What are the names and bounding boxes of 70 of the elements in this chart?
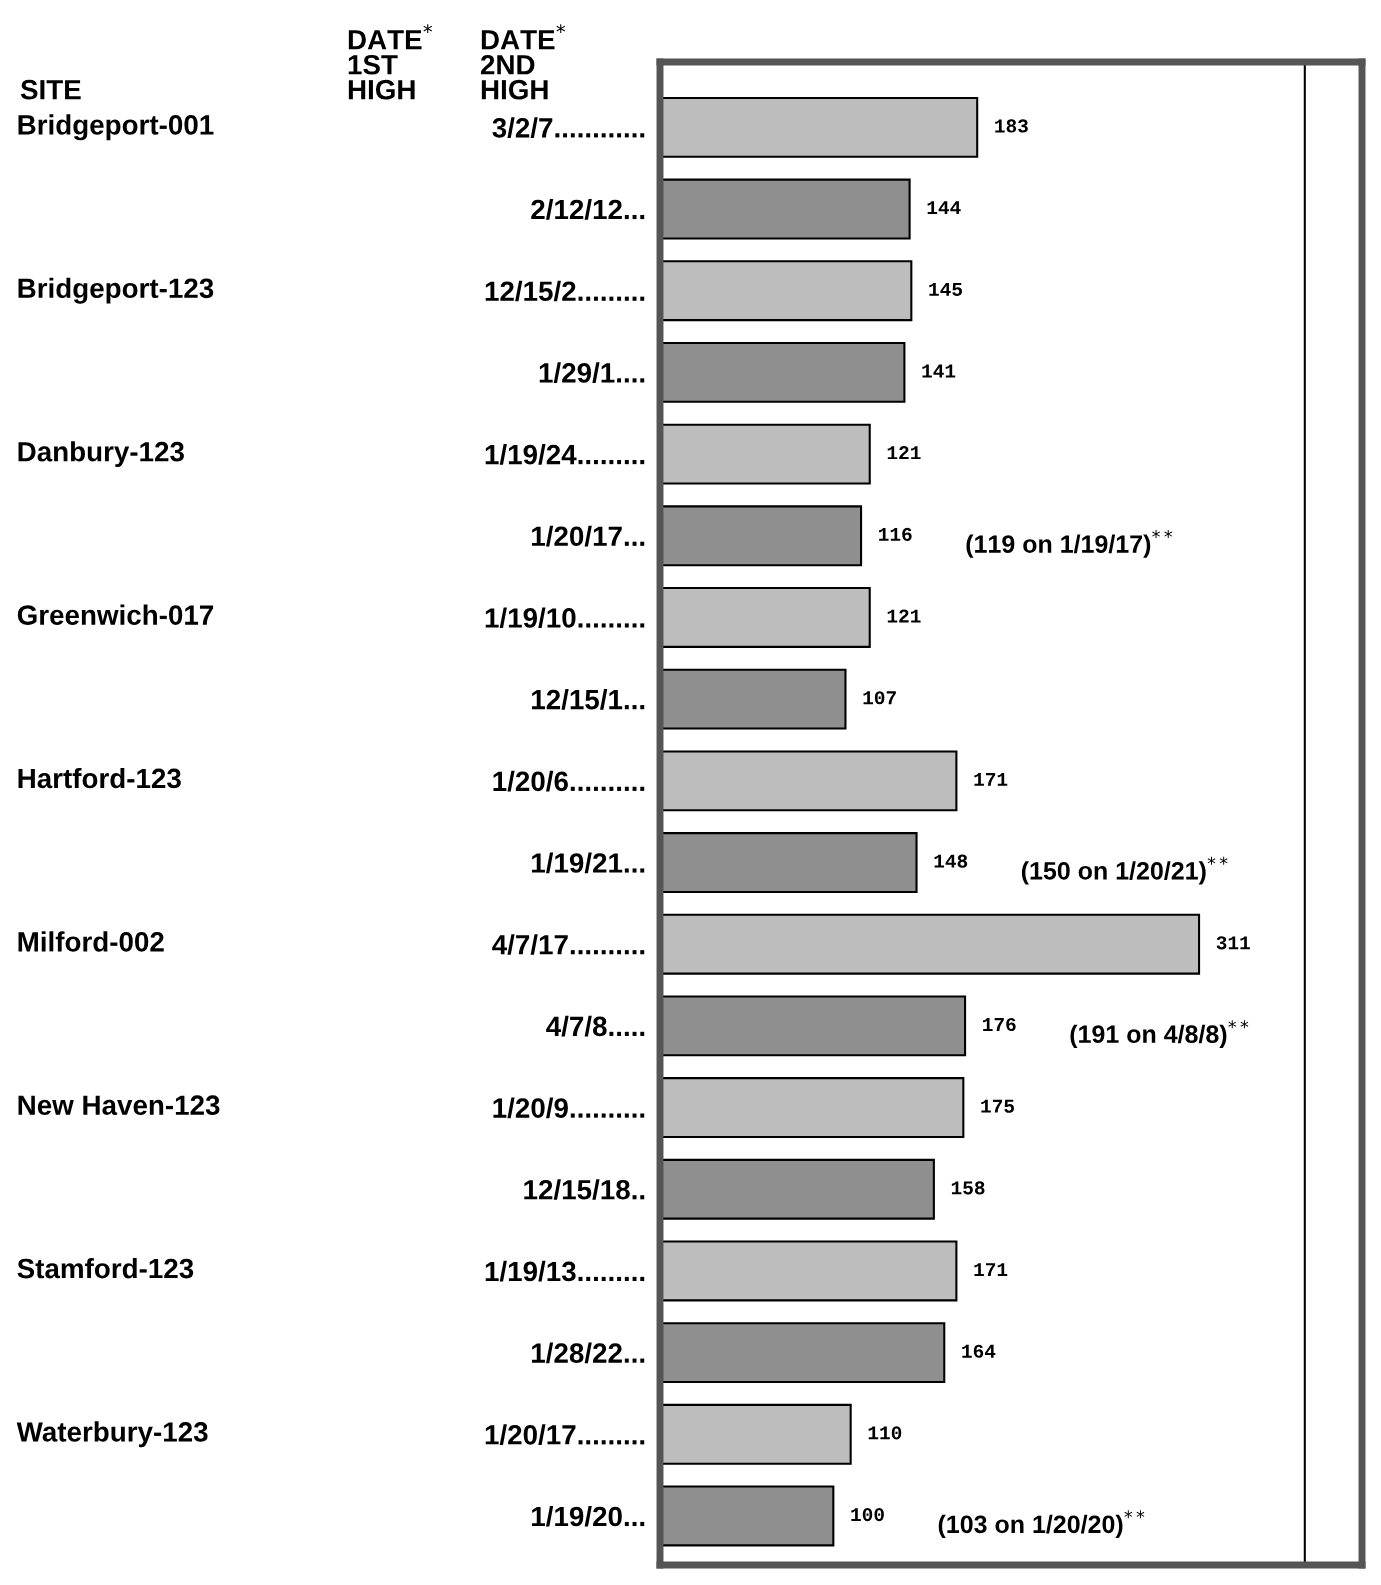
data-label: 164 bbox=[962, 1344, 996, 1358]
text: Danbury-123 bbox=[18, 441, 184, 468]
data-label: 183 bbox=[995, 119, 1028, 133]
data-label: 175 bbox=[981, 1099, 1014, 1113]
y-tick-label: 1/19/10......... bbox=[485, 607, 645, 629]
data-label: 121 bbox=[887, 609, 921, 623]
bar bbox=[660, 1322, 946, 1384]
data-label: 116 bbox=[879, 527, 912, 541]
data-label: 110 bbox=[868, 1426, 902, 1440]
y-tick-label: 12/15/18.. bbox=[524, 1179, 645, 1200]
y-tick-label: 1/20/17......... bbox=[485, 1424, 645, 1445]
y-tick-label: 1/19/20... bbox=[532, 1505, 645, 1527]
text: Bridgeport-001 bbox=[18, 114, 214, 141]
bar bbox=[660, 505, 863, 567]
bar bbox=[660, 96, 979, 158]
data-label: 100 bbox=[851, 1508, 884, 1522]
bar bbox=[660, 178, 911, 240]
y-tick-label: 1/19/24......... bbox=[485, 444, 645, 465]
data-label: 148 bbox=[934, 854, 968, 868]
y-tick-label: 1/20/9.......... bbox=[493, 1097, 645, 1119]
text: Greenwich-017 bbox=[17, 604, 214, 625]
text: Bridgeport-123 bbox=[18, 277, 214, 304]
data-label: 171 bbox=[974, 773, 1008, 786]
text: DATE$^{*}$ 2ND HIGH bbox=[480, 24, 566, 100]
annotation: (150 on 1/20/21)$^{**}$ bbox=[1021, 856, 1228, 885]
y-tick-label: 1/20/6.......... bbox=[493, 770, 645, 792]
text: Stamford-123 bbox=[17, 1257, 194, 1279]
bar bbox=[660, 1403, 852, 1465]
bar bbox=[660, 1077, 965, 1139]
y-tick-label: 1/29/1.... bbox=[539, 362, 645, 384]
bar bbox=[660, 1240, 958, 1302]
y-tick-label: 4/7/17.......... bbox=[492, 934, 645, 955]
y-tick-label: 1/19/13......... bbox=[485, 1260, 645, 1282]
text: SITE bbox=[20, 79, 81, 100]
data-label: 145 bbox=[929, 282, 962, 296]
annotation: (191 on 4/8/8)$^{**}$ bbox=[1070, 1020, 1249, 1048]
data-label: 107 bbox=[863, 691, 896, 705]
bar bbox=[660, 913, 1201, 975]
bar bbox=[660, 1485, 835, 1547]
text: DATE$^{*}$ 1ST HIGH bbox=[348, 24, 433, 100]
y-tick-label: 12/15/2......... bbox=[485, 280, 645, 302]
data-label: 144 bbox=[927, 201, 961, 215]
annotation: (103 on 1/20/20)$^{**}$ bbox=[938, 1510, 1145, 1539]
data-label: 171 bbox=[974, 1263, 1008, 1276]
y-tick-label: 1/19/21... bbox=[532, 852, 645, 874]
y-tick-label: 3/2/7............ bbox=[492, 117, 645, 138]
annotation: (119 on 1/19/17)$^{**}$ bbox=[966, 530, 1173, 558]
bar bbox=[660, 750, 958, 812]
y-tick-label: 1/20/17... bbox=[532, 525, 645, 547]
bar bbox=[660, 668, 847, 730]
text: New Haven-123 bbox=[18, 1095, 220, 1116]
bar bbox=[660, 832, 918, 893]
data-label: 158 bbox=[951, 1181, 985, 1195]
y-tick-label: 4/7/8..... bbox=[546, 1015, 645, 1037]
text: Waterbury-123 bbox=[16, 1421, 208, 1448]
bar bbox=[660, 995, 967, 1057]
bar bbox=[660, 1158, 935, 1220]
y-tick-label: 12/15/1... bbox=[532, 689, 645, 710]
y-tick-label: 2/12/12... bbox=[531, 198, 645, 220]
bar bbox=[660, 587, 871, 648]
bar bbox=[660, 341, 906, 403]
y-tick-label: 1/28/22... bbox=[532, 1342, 645, 1364]
data-label: 311 bbox=[1216, 936, 1250, 950]
bar bbox=[660, 260, 913, 322]
data-label: 121 bbox=[887, 446, 921, 460]
data-label: 176 bbox=[983, 1017, 1016, 1032]
text: Hartford-123 bbox=[18, 767, 181, 789]
text: Milford-002 bbox=[18, 931, 164, 952]
data-label: 141 bbox=[922, 364, 956, 378]
bar bbox=[660, 423, 871, 485]
